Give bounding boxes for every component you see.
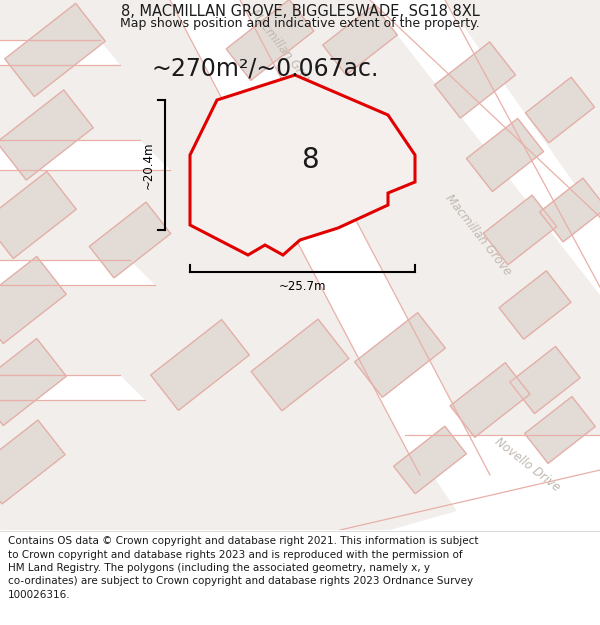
Polygon shape: [510, 346, 580, 414]
Polygon shape: [0, 339, 66, 426]
Polygon shape: [0, 140, 170, 170]
Polygon shape: [0, 90, 93, 180]
Polygon shape: [539, 178, 600, 242]
Text: co-ordinates) are subject to Crown copyright and database rights 2023 Ordnance S: co-ordinates) are subject to Crown copyr…: [8, 576, 473, 586]
Polygon shape: [323, 5, 397, 75]
Polygon shape: [89, 202, 170, 278]
Text: 8: 8: [301, 146, 319, 174]
Polygon shape: [526, 77, 595, 143]
Text: Macmillan Grove: Macmillan Grove: [247, 7, 319, 93]
Polygon shape: [251, 319, 349, 411]
Polygon shape: [0, 260, 155, 285]
Polygon shape: [5, 3, 105, 97]
Text: 8, MACMILLAN GROVE, BIGGLESWADE, SG18 8XL: 8, MACMILLAN GROVE, BIGGLESWADE, SG18 8X…: [121, 4, 479, 19]
Polygon shape: [0, 171, 76, 259]
Text: Macmillan Grove: Macmillan Grove: [442, 192, 514, 278]
Polygon shape: [483, 195, 557, 265]
Polygon shape: [370, 0, 600, 295]
Polygon shape: [170, 0, 490, 475]
Text: to Crown copyright and database rights 2023 and is reproduced with the permissio: to Crown copyright and database rights 2…: [8, 549, 463, 559]
Text: ~25.7m: ~25.7m: [279, 280, 326, 293]
Text: ~270m²/~0.067ac.: ~270m²/~0.067ac.: [151, 56, 379, 80]
Text: HM Land Registry. The polygons (including the associated geometry, namely x, y: HM Land Registry. The polygons (includin…: [8, 563, 430, 573]
Polygon shape: [394, 426, 466, 494]
Polygon shape: [340, 470, 600, 530]
Polygon shape: [450, 362, 530, 438]
Polygon shape: [524, 396, 595, 464]
Text: Contains OS data © Crown copyright and database right 2021. This information is : Contains OS data © Crown copyright and d…: [8, 536, 479, 546]
Polygon shape: [0, 256, 66, 344]
Polygon shape: [0, 420, 65, 504]
Text: ~20.4m: ~20.4m: [142, 141, 155, 189]
Polygon shape: [0, 375, 145, 400]
Polygon shape: [151, 319, 250, 411]
Text: Novello Drive: Novello Drive: [492, 436, 562, 494]
Polygon shape: [434, 42, 515, 118]
Polygon shape: [405, 435, 600, 530]
Polygon shape: [206, 133, 313, 237]
Text: Map shows position and indicative extent of the property.: Map shows position and indicative extent…: [120, 18, 480, 31]
Polygon shape: [499, 271, 571, 339]
Polygon shape: [466, 119, 544, 191]
Text: 100026316.: 100026316.: [8, 590, 71, 600]
Polygon shape: [355, 312, 445, 398]
Polygon shape: [0, 40, 120, 65]
Polygon shape: [190, 75, 415, 255]
Polygon shape: [226, 0, 314, 81]
